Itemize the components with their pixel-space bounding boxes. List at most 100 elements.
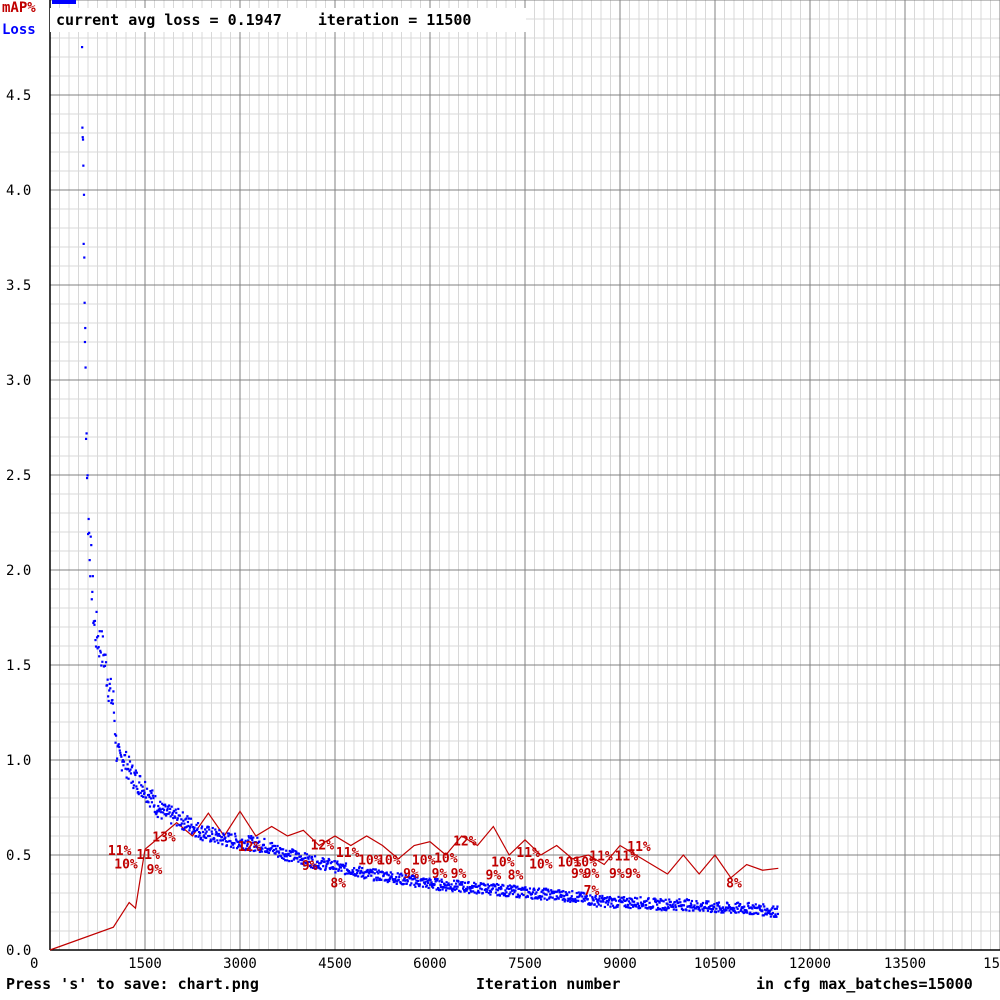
loss-point — [259, 849, 262, 852]
loss-point — [440, 878, 443, 881]
loss-point — [545, 887, 548, 890]
loss-point — [233, 832, 237, 835]
loss-point — [428, 877, 431, 880]
loss-point — [656, 899, 659, 902]
loss-point — [652, 905, 655, 908]
loss-point — [658, 900, 661, 903]
loss-point — [205, 836, 208, 840]
loss-point — [753, 912, 756, 915]
loss-point — [251, 841, 254, 844]
loss-point — [662, 900, 665, 903]
loss-point — [161, 807, 164, 810]
loss-point — [113, 719, 116, 722]
loss-point — [135, 771, 138, 774]
loss-point — [322, 865, 325, 868]
loss-point — [92, 621, 95, 625]
loss-point — [759, 905, 762, 908]
loss-point — [631, 898, 634, 901]
loss-point — [247, 835, 250, 838]
loss-point — [244, 839, 247, 842]
loss-point — [439, 888, 442, 892]
loss-point — [86, 474, 89, 477]
loss-point — [575, 891, 578, 895]
loss-point — [630, 903, 633, 906]
loss-point — [667, 906, 670, 910]
loss-point — [215, 832, 218, 835]
loss-point — [640, 903, 643, 906]
loss-point — [708, 907, 712, 910]
loss-point — [705, 900, 708, 903]
loss-point — [560, 895, 563, 899]
loss-point — [90, 598, 93, 601]
loss-point — [98, 630, 101, 633]
loss-point — [256, 841, 259, 845]
loss-point — [450, 887, 453, 890]
loss-point — [598, 895, 601, 898]
loss-point — [459, 883, 462, 886]
loss-point — [430, 881, 433, 884]
x-tick-label: 3000 — [223, 956, 257, 972]
loss-point — [139, 775, 142, 778]
loss-point — [175, 811, 178, 814]
loss-point — [659, 907, 662, 911]
loss-point — [141, 789, 144, 793]
loss-point — [739, 909, 742, 912]
loss-point — [80, 46, 84, 49]
loss-point — [128, 770, 131, 773]
y-tick-label: 0.5 — [6, 848, 31, 864]
loss-point — [709, 904, 712, 907]
loss-point — [168, 811, 171, 814]
loss-point — [633, 903, 636, 906]
loss-point — [357, 869, 360, 872]
loss-point — [303, 864, 306, 867]
loss-point — [291, 850, 294, 853]
loss-point — [329, 867, 332, 871]
loss-point — [347, 870, 351, 873]
loss-point — [240, 845, 243, 848]
loss-point — [162, 803, 165, 807]
loss-point — [625, 899, 628, 902]
loss-point — [586, 898, 589, 901]
loss-point — [746, 911, 749, 914]
loss-point — [497, 883, 500, 887]
loss-point — [235, 839, 238, 842]
loss-point — [755, 911, 758, 915]
loss-point — [208, 828, 211, 831]
loss-point — [176, 818, 179, 821]
loss-point — [162, 811, 165, 814]
loss-point — [494, 885, 497, 888]
loss-point — [392, 878, 395, 881]
y-tick-label: 4.0 — [6, 183, 31, 199]
loss-point — [672, 905, 675, 908]
loss-point — [342, 865, 346, 868]
loss-point — [372, 868, 375, 871]
loss-point — [491, 884, 494, 887]
loss-point — [358, 866, 361, 870]
loss-point — [377, 869, 380, 872]
loss-point — [450, 883, 453, 886]
loss-point — [294, 853, 297, 856]
loss-point — [233, 842, 236, 845]
loss-point — [558, 889, 561, 892]
loss-point — [198, 831, 202, 835]
loss-point — [290, 859, 293, 863]
loss-point — [669, 900, 672, 903]
loss-point — [734, 902, 737, 906]
loss-point — [404, 879, 407, 882]
loss-point — [208, 834, 211, 838]
map-label: 9% — [625, 867, 641, 882]
loss-point — [469, 885, 472, 889]
loss-point — [512, 889, 515, 892]
loss-point — [230, 833, 233, 836]
loss-point — [327, 860, 330, 863]
loss-point — [499, 885, 503, 889]
loss-point — [283, 855, 286, 858]
loss-point — [282, 857, 285, 860]
loss-point — [358, 865, 361, 868]
loss-point — [495, 888, 498, 891]
loss-point — [204, 828, 207, 831]
map-annotations: 11%10%11%9%13%12%9%12%11%8%10%10%9%10%10… — [108, 831, 742, 899]
loss-point — [725, 909, 728, 912]
loss-point — [242, 847, 245, 850]
loss-point — [716, 903, 720, 906]
